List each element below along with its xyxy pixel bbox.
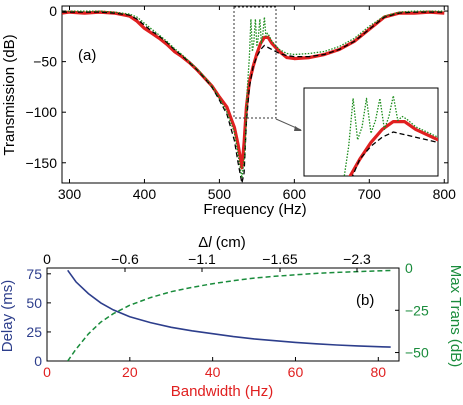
- panel-a-ytick-label: −100: [25, 104, 57, 120]
- panel-b-xtick-label: 20: [122, 364, 138, 380]
- panel-a-plot-area: [62, 10, 445, 183]
- panel-a-xtick-label: 300: [58, 186, 82, 202]
- panel-b-xtick-label: 60: [288, 364, 304, 380]
- panel-b-y2label: Max Trans (dB): [447, 265, 463, 368]
- inset-series-green-dotted: [343, 95, 438, 176]
- panel-b-ytick-label: 50: [26, 295, 42, 311]
- inset-plot-area: [343, 95, 438, 176]
- panel-b-xtick-label: 80: [371, 364, 387, 380]
- panel-a-series-green-dotted: [62, 10, 445, 179]
- panel-b-y2tick-label: 0: [405, 260, 413, 276]
- panel-b-y2tick-label: −50: [405, 345, 429, 361]
- panel-a-xtick-label: 800: [433, 186, 457, 202]
- panel-b-series-blue-solid: [67, 269, 391, 348]
- panel-a-xlabel: Frequency (Hz): [203, 201, 306, 218]
- panel-a-frame: [61, 5, 449, 184]
- panel-a-xtick-label: 700: [358, 186, 382, 202]
- panel-a-ylabel: Transmission (dB): [1, 34, 18, 155]
- panel-b-ytick-label: 25: [26, 324, 42, 340]
- panel-b-ytick-label: 0: [34, 353, 42, 369]
- panel-b-xlabel: Bandwidth (Hz): [171, 383, 274, 400]
- panel-b-top-xtick-label: −1.1: [188, 251, 216, 267]
- panel-b-y2tick-label: −25: [405, 302, 429, 318]
- zoom-box: [233, 6, 277, 119]
- zoom-arrow-head: [294, 126, 302, 131]
- panel-a-series-black-dashed: [62, 11, 445, 183]
- panel-a-xtick-label: 400: [133, 186, 157, 202]
- panel-b-top-xtick-label: −0.6: [111, 251, 139, 267]
- panel-a-xtick-label: 500: [208, 186, 232, 202]
- panel-b-ytick-label: 75: [26, 266, 42, 282]
- panel-a-label: (a): [78, 47, 96, 64]
- panel-b-label: (b): [356, 292, 374, 309]
- panel-a: 300 400 500 600 700 800 0 −50 −100 −150 (a) Frequ…: [1, 3, 456, 218]
- panel-a-ytick-label: −150: [25, 155, 57, 171]
- panel-b-xtick-label: 40: [205, 364, 221, 380]
- panel-a-ticks: 300 400 500 600 700 800 0 −50 −100 −150: [25, 3, 456, 202]
- panel-b-plot-area: [67, 269, 391, 361]
- panel-a-ytick-label: −50: [33, 54, 57, 70]
- panel-b-ylabel: Delay (ms): [0, 280, 16, 353]
- panel-a-ytick-label: 0: [49, 3, 57, 19]
- panel-b-top-xtick-label: −2.3: [343, 251, 371, 267]
- panel-b-series-green-dashed: [67, 269, 391, 361]
- panel-b-xtick-label: 0: [43, 364, 51, 380]
- panel-b-top-xtick-label: 0: [43, 251, 51, 267]
- panel-b-top-xtick-label: −1.65: [262, 251, 298, 267]
- panel-a-xtick-label: 600: [283, 186, 307, 202]
- panel-b-top-xlabel: Δl (cm): [198, 234, 246, 251]
- panel-b-frame: [46, 267, 400, 362]
